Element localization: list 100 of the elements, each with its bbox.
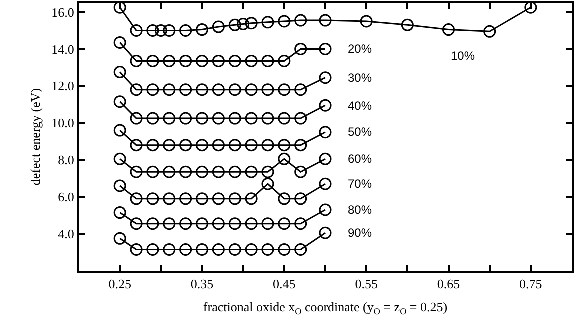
point — [212, 139, 225, 152]
point — [262, 54, 274, 68]
series-label: 40% — [348, 99, 372, 113]
point — [163, 112, 176, 125]
point — [278, 192, 291, 206]
point — [146, 112, 160, 125]
point — [196, 192, 208, 206]
point — [180, 54, 192, 68]
point — [245, 166, 258, 178]
point — [319, 72, 332, 84]
point — [163, 54, 176, 68]
point — [294, 14, 308, 27]
point — [130, 218, 143, 230]
point — [262, 16, 274, 29]
point — [180, 243, 192, 256]
point — [294, 139, 308, 152]
point — [146, 192, 160, 206]
point — [196, 166, 208, 178]
point — [319, 126, 332, 139]
point — [245, 192, 258, 206]
point — [180, 218, 192, 230]
point — [262, 112, 274, 125]
point — [196, 54, 208, 68]
point — [278, 84, 291, 96]
point — [262, 243, 274, 256]
y-tick-label: 8.0 — [58, 152, 74, 168]
series-label: 60% — [348, 152, 372, 166]
x-axis-title: fractional oxide x$_{O}$ coordinate (y$_{O}$ = z$_{O}$ = 0.25) — [203, 300, 448, 316]
point — [130, 139, 143, 152]
point — [278, 218, 291, 230]
point — [212, 112, 225, 125]
point — [114, 66, 126, 79]
point — [163, 218, 176, 230]
point — [196, 243, 208, 256]
point — [212, 20, 225, 34]
point — [401, 18, 414, 32]
point — [180, 166, 192, 178]
point — [319, 226, 332, 240]
point — [146, 243, 160, 256]
point — [262, 178, 274, 190]
point — [154, 24, 168, 37]
point — [163, 139, 176, 152]
point — [196, 84, 208, 96]
point — [228, 139, 242, 152]
point — [228, 84, 242, 96]
point — [262, 166, 274, 178]
series-label: 10% — [451, 49, 476, 63]
point — [294, 112, 308, 125]
y-tick-label: 16.0 — [52, 4, 74, 20]
point — [196, 112, 208, 125]
point — [245, 84, 258, 96]
point — [262, 139, 274, 152]
point — [442, 24, 455, 36]
point — [114, 96, 126, 108]
point — [294, 243, 308, 256]
point — [114, 152, 126, 166]
point — [212, 243, 225, 256]
series-label: 30% — [348, 71, 372, 85]
x-tick-label: 0.35 — [190, 276, 214, 292]
x-tick-label: 0.75 — [520, 276, 542, 292]
point — [262, 84, 274, 96]
point — [146, 218, 160, 230]
point — [278, 112, 291, 125]
point — [212, 166, 225, 178]
point — [163, 166, 176, 178]
point — [294, 84, 308, 96]
point — [163, 243, 176, 256]
point — [245, 139, 258, 152]
point — [146, 139, 160, 152]
y-tick-label: 12.0 — [52, 78, 74, 94]
series-label: 90% — [348, 226, 372, 240]
point — [163, 192, 176, 206]
point — [245, 17, 258, 30]
y-axis-title: defect energy (eV) — [28, 88, 44, 186]
point — [319, 99, 332, 112]
point — [294, 166, 308, 178]
point — [228, 54, 242, 68]
point — [114, 206, 126, 220]
point — [114, 232, 126, 245]
point — [163, 84, 176, 96]
point — [146, 24, 160, 37]
point — [319, 204, 332, 216]
series-label: 50% — [348, 125, 372, 139]
point — [262, 218, 274, 230]
y-tick-label: 10.0 — [52, 116, 74, 131]
point — [130, 84, 143, 96]
point — [130, 24, 143, 37]
point — [146, 166, 160, 178]
point — [130, 112, 143, 125]
point — [130, 192, 143, 206]
point — [196, 139, 208, 152]
point — [180, 84, 192, 96]
point — [278, 243, 291, 256]
point — [360, 15, 373, 28]
series-label: 80% — [348, 203, 372, 217]
point — [294, 192, 308, 206]
point — [245, 54, 258, 68]
x-tick-label: 0.45 — [273, 276, 296, 292]
series-label: 20% — [348, 42, 372, 56]
point — [228, 218, 242, 230]
